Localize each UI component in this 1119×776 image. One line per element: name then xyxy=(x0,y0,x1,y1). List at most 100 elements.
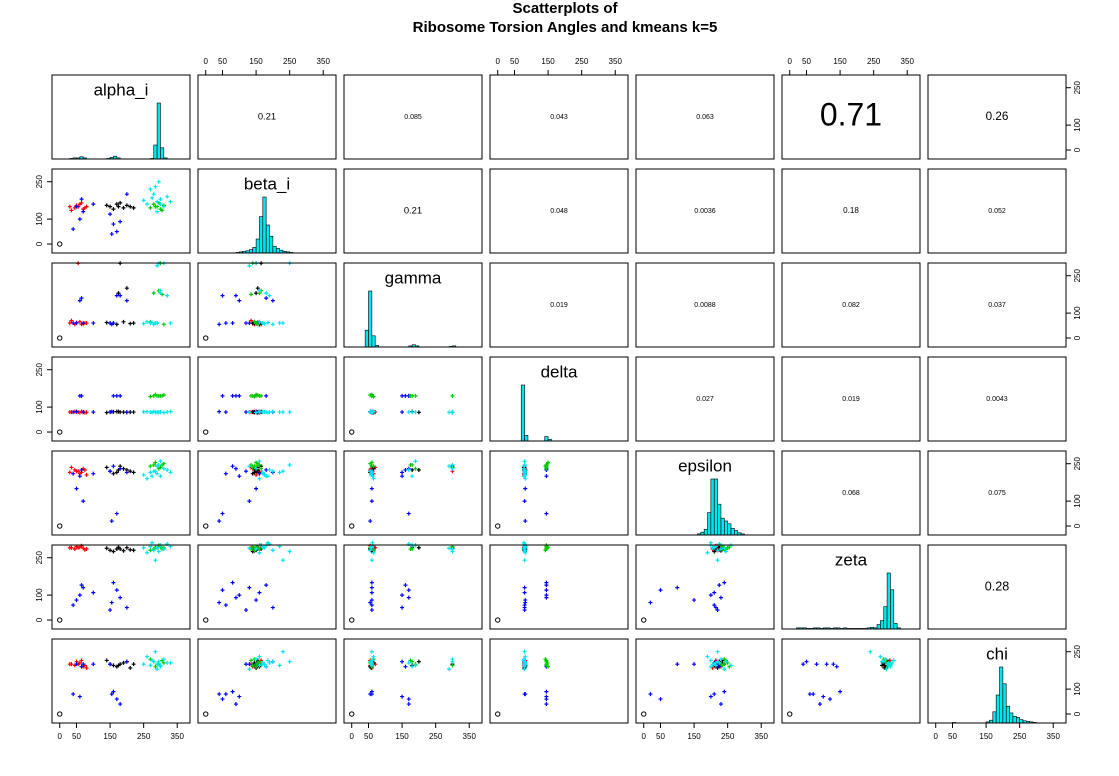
point xyxy=(131,410,136,415)
point xyxy=(369,585,374,590)
point xyxy=(718,546,723,551)
point xyxy=(161,322,166,327)
point xyxy=(254,466,259,471)
panel-frame xyxy=(51,450,191,536)
x-tick-label: 0 xyxy=(349,732,354,741)
point xyxy=(705,550,710,555)
panel-frame xyxy=(197,262,337,348)
point xyxy=(158,202,163,207)
y-tick-label: 0 xyxy=(1073,335,1082,340)
point xyxy=(450,659,455,664)
point xyxy=(831,662,836,667)
point xyxy=(260,660,265,665)
point xyxy=(708,540,713,545)
point xyxy=(168,409,173,414)
histogram-bar xyxy=(876,624,881,630)
point xyxy=(729,663,734,668)
point xyxy=(257,550,262,555)
point xyxy=(247,662,252,667)
point xyxy=(722,580,727,585)
point xyxy=(116,291,121,296)
point xyxy=(155,667,160,672)
histogram-bar xyxy=(886,572,891,630)
panel-frame xyxy=(781,168,921,254)
point xyxy=(72,546,77,551)
point xyxy=(111,580,116,585)
point xyxy=(410,474,415,479)
point xyxy=(828,697,833,702)
point xyxy=(148,205,153,210)
y-tick-label: 100 xyxy=(1073,682,1082,696)
point xyxy=(522,459,527,464)
variable-name: alpha_i xyxy=(94,80,149,99)
point xyxy=(280,410,285,415)
y-tick-label: 100 xyxy=(35,212,44,226)
panel-frame xyxy=(781,356,921,442)
point xyxy=(349,429,355,435)
point xyxy=(111,471,116,476)
point xyxy=(203,711,209,717)
point xyxy=(118,393,123,398)
panel-frame xyxy=(635,74,775,160)
point xyxy=(249,393,254,398)
correlation-value: 0.085 xyxy=(404,114,422,121)
point xyxy=(252,464,257,469)
point xyxy=(400,694,405,699)
y-tick-label: 100 xyxy=(1073,118,1082,132)
point xyxy=(250,663,255,668)
histogram-bar xyxy=(249,249,254,254)
point xyxy=(544,511,549,516)
point xyxy=(887,658,892,663)
point xyxy=(264,467,269,472)
point xyxy=(880,659,885,664)
point xyxy=(403,583,408,588)
point xyxy=(641,617,647,623)
point xyxy=(717,583,722,588)
point xyxy=(369,409,374,414)
point xyxy=(254,321,259,326)
point xyxy=(254,472,259,477)
point xyxy=(233,393,238,398)
point xyxy=(79,583,84,588)
point xyxy=(723,549,728,554)
point xyxy=(114,202,119,207)
point xyxy=(267,467,272,472)
x-tick-label: 150 xyxy=(103,732,117,741)
correlation-value: 0.019 xyxy=(550,302,568,309)
point xyxy=(723,659,728,664)
x-tick-label: 350 xyxy=(755,732,769,741)
point xyxy=(277,470,282,475)
point xyxy=(150,320,155,325)
histogram-bar xyxy=(995,694,1000,724)
point xyxy=(124,410,129,415)
histogram-bar xyxy=(1009,712,1014,724)
x-tick-label: 250 xyxy=(137,732,151,741)
panel-frame xyxy=(927,74,1067,160)
y-tick-label: 250 xyxy=(1073,80,1082,94)
point xyxy=(150,540,155,545)
point xyxy=(522,659,527,664)
point xyxy=(406,467,411,472)
point xyxy=(217,692,222,697)
point xyxy=(153,469,158,474)
point xyxy=(882,665,887,670)
point xyxy=(77,319,82,324)
point xyxy=(257,471,262,476)
point xyxy=(369,660,374,665)
point xyxy=(153,558,158,563)
x-tick-label: 150 xyxy=(395,732,409,741)
y-tick-label: 250 xyxy=(1073,644,1082,658)
x-tick-label: 350 xyxy=(609,57,623,66)
y-tick-label: 100 xyxy=(1073,494,1082,508)
histogram-bar xyxy=(262,196,267,254)
point xyxy=(544,658,549,663)
point xyxy=(111,464,116,469)
x-tick-label: 150 xyxy=(979,732,993,741)
point xyxy=(118,595,123,600)
histogram-bar xyxy=(259,216,264,254)
panel-frame xyxy=(51,544,191,630)
panel-frame xyxy=(635,544,775,630)
point xyxy=(249,318,254,323)
point xyxy=(223,471,228,476)
